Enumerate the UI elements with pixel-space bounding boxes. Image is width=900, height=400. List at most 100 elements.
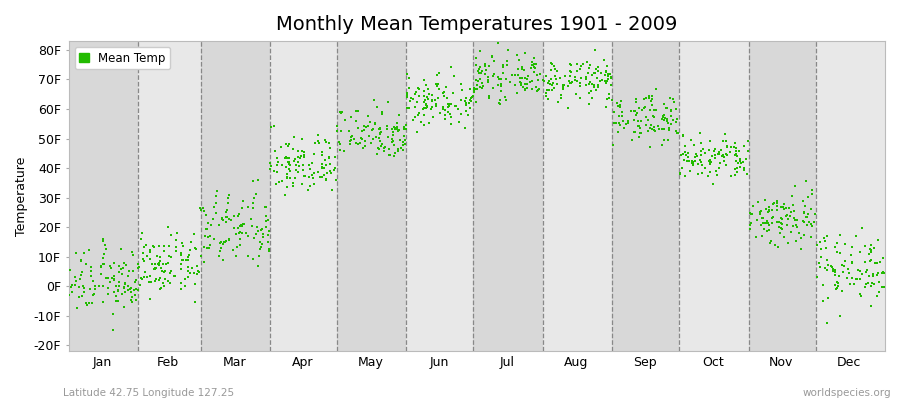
Point [765,220,779,226]
Point [121,287,135,294]
Point [678,173,692,179]
Point [459,100,473,106]
Point [133,275,148,282]
Point [209,193,223,199]
Point [773,230,788,236]
Point [718,162,733,168]
Point [569,91,583,98]
Point [426,114,440,120]
Point [344,136,358,143]
Point [400,105,414,112]
Point [865,280,879,286]
Point [395,146,410,153]
Point [374,130,388,136]
Point [711,151,725,158]
Point [295,181,310,188]
Point [858,259,872,265]
Point [850,276,864,283]
Point [230,244,245,250]
Point [649,86,663,93]
Point [814,246,829,252]
Point [444,64,458,71]
Point [662,125,676,131]
Point [219,214,233,220]
Point [183,247,197,253]
Point [241,233,256,239]
Point [642,93,656,99]
Point [397,126,411,132]
Point [317,164,331,171]
Point [150,261,165,267]
Point [587,70,601,76]
Point [279,164,293,170]
Point [126,267,140,274]
Point [101,290,115,297]
Point [604,75,618,81]
Point [706,148,721,154]
Point [124,288,139,295]
Point [678,142,692,149]
Point [358,124,373,130]
Point [633,130,647,137]
Point [220,207,234,214]
Point [135,230,149,236]
Point [163,280,177,286]
Point [520,73,535,80]
Point [784,208,798,215]
Point [587,82,601,88]
Point [249,224,264,230]
Point [142,247,157,254]
Point [395,139,410,145]
Point [231,211,246,217]
Point [733,156,747,162]
Point [184,239,198,245]
Point [97,260,112,267]
Point [182,252,196,258]
Point [175,256,189,263]
Point [860,281,874,288]
Point [531,87,545,94]
Point [181,254,195,260]
Point [186,270,201,277]
Point [802,219,816,225]
Point [466,87,481,93]
Point [432,70,446,77]
Point [634,118,648,124]
Point [108,293,122,300]
Point [418,82,433,88]
Point [385,135,400,142]
Point [686,159,700,165]
Point [544,76,558,82]
Point [850,267,865,273]
Point [111,286,125,293]
Point [153,258,167,264]
Point [433,110,447,116]
Point [161,278,176,284]
Point [291,159,305,166]
Point [590,87,604,93]
Bar [473,41,543,351]
Point [832,313,847,319]
Point [730,164,744,171]
Point [633,125,647,131]
Point [696,146,710,153]
Point [625,137,639,143]
Point [790,217,805,223]
Bar [201,41,270,351]
Point [872,278,886,285]
Point [525,62,539,68]
Point [149,252,164,259]
Point [661,136,675,143]
Point [216,241,230,248]
Point [438,115,453,122]
Point [796,218,810,224]
Point [160,224,175,230]
Point [541,79,555,86]
Point [356,127,371,133]
Point [508,82,522,88]
Point [741,138,755,144]
Point [344,134,358,140]
Point [782,204,796,211]
Point [247,235,261,242]
Point [444,121,458,128]
